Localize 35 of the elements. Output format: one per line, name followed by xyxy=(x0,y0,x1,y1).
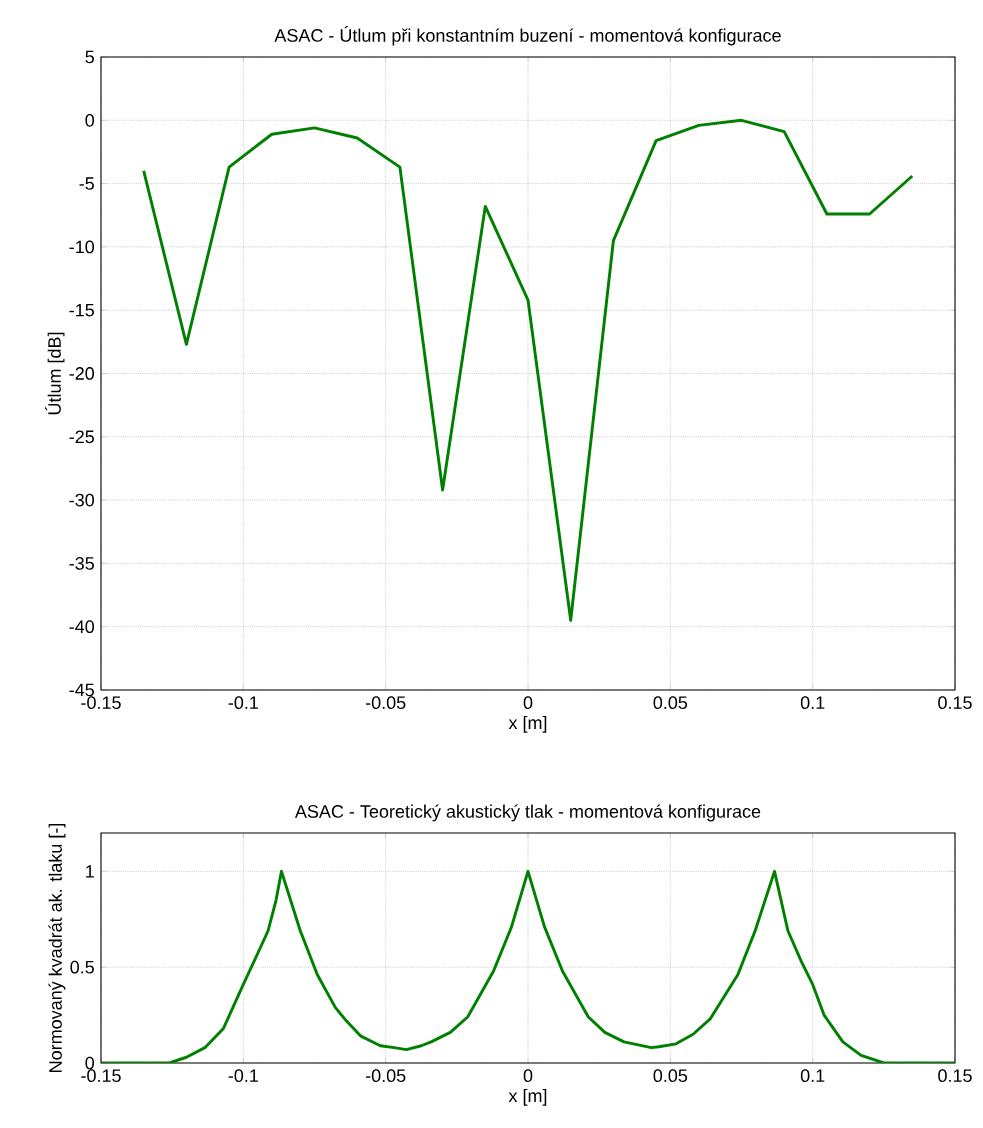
x-tick-label: -0.15 xyxy=(81,1069,121,1082)
x-tick-label: -0.05 xyxy=(365,696,406,709)
x-tick-label: 0.15 xyxy=(938,1069,972,1082)
chart-title: ASAC - Teoretický akustický tlak - momentová konfigurace xyxy=(294,804,761,822)
x-tick-label: 0.1 xyxy=(800,696,825,709)
x-tick-label: 0.1 xyxy=(800,1069,825,1082)
x-tick-label: 0 xyxy=(523,696,533,709)
y-tick-label: -5 xyxy=(79,177,94,190)
x-tick-label: 0.05 xyxy=(653,1069,688,1082)
y-tick-label: -45 xyxy=(69,683,94,697)
y-tick-label: -35 xyxy=(69,557,94,570)
x-axis-title: x [m] xyxy=(508,1088,547,1106)
line-series xyxy=(142,118,914,622)
x-tick-label: 0 xyxy=(523,1069,533,1082)
y-tick-label: 0 xyxy=(85,1056,95,1070)
y-tick-label: -30 xyxy=(69,493,95,507)
y-axis-title: Normovaný kvadrát ak. tlaku [-] xyxy=(48,823,66,1072)
x-tick-label: 0.15 xyxy=(938,696,972,709)
x-tick-label: -0.15 xyxy=(81,696,121,709)
x-tick-label: 0.05 xyxy=(653,696,688,709)
x-tick-label: -0.05 xyxy=(365,1069,406,1082)
y-tick-label: 0 xyxy=(85,113,95,127)
y-tick-label: -40 xyxy=(69,620,95,634)
y-tick-label: -10 xyxy=(69,240,95,254)
x-tick-label: -0.1 xyxy=(228,696,258,709)
y-axis-title: Útlum [dB] xyxy=(45,332,65,415)
y-tick-label: -15 xyxy=(69,303,94,317)
chart-title: ASAC - Útlum při konstantním buzení - momentová konfigurace xyxy=(274,26,781,46)
y-tick-label: -20 xyxy=(69,367,95,380)
y-tick-label: 5 xyxy=(85,50,94,64)
y-tick-label: 0.5 xyxy=(70,960,94,974)
x-axis-title: x [m] xyxy=(508,715,547,733)
y-tick-label: 1 xyxy=(86,865,94,878)
y-tick-label: -25 xyxy=(69,430,94,444)
x-tick-label: -0.1 xyxy=(228,1069,258,1082)
